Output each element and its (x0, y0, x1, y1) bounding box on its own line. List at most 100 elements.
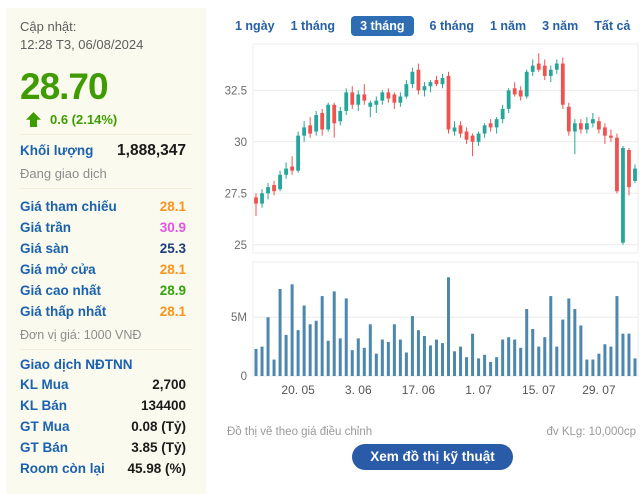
price-axis-tick: 32.5 (225, 85, 247, 97)
volume-bar (519, 347, 523, 376)
candle-body (278, 174, 282, 190)
candle-body (440, 77, 445, 85)
x-axis-label: 29. 07 (582, 383, 616, 397)
candle-body (536, 63, 541, 70)
volume-unit-note: đv KLg: 10,000cp (546, 426, 636, 438)
price-axis-tick: 27.5 (225, 188, 247, 200)
candle-body (434, 80, 439, 85)
updated-label: Cập nhật: (20, 19, 77, 34)
volume-bar (633, 358, 637, 376)
candle-body (488, 123, 493, 128)
candle-body (398, 96, 403, 103)
candle-body (530, 65, 535, 72)
candle-body (446, 75, 451, 130)
candle-body (590, 119, 595, 124)
volume-bar (507, 337, 511, 376)
candle-body (338, 110, 343, 122)
price-row-high: Giá cao nhất 28.9 (20, 283, 186, 298)
candle-body (476, 133, 481, 142)
x-axis-label: 1. 07 (465, 383, 492, 397)
volume-bar (459, 346, 463, 376)
candle-body (362, 94, 367, 101)
volume-axis-tick: 0 (241, 371, 247, 383)
volume-bar (284, 334, 288, 376)
volume-value: 1,888,347 (117, 142, 186, 159)
quote-sidebar: Cập nhật: 12:28 T3, 06/08/2024 28.70 0.6… (6, 8, 206, 494)
volume-bar (332, 291, 336, 376)
x-axis-label: 17. 06 (402, 383, 436, 397)
volume-bar (380, 339, 384, 376)
candle-body (380, 92, 385, 101)
tab-3-thang[interactable]: 3 tháng (351, 15, 414, 36)
candle-body (272, 185, 276, 192)
volume-bar (434, 339, 438, 376)
volume-bar (404, 352, 408, 376)
tab-6-thang[interactable]: 6 tháng (429, 18, 474, 33)
volume-bar (513, 339, 517, 376)
candle-body (392, 94, 397, 103)
tab-1-nam[interactable]: 1 năm (489, 18, 527, 33)
foreign-trading-title: Giao dịch NĐTNN (20, 357, 133, 372)
candle-body (621, 147, 625, 243)
price-axis-tick: 30 (234, 137, 247, 149)
candle-body (452, 127, 457, 132)
candle-body (296, 135, 301, 171)
volume-bar (416, 330, 420, 376)
volume-bar (266, 317, 270, 376)
tab-1-thang[interactable]: 1 tháng (290, 18, 336, 33)
volume-bar (428, 345, 432, 376)
candle-body (500, 108, 505, 120)
volume-bar (308, 324, 312, 376)
candle-body (584, 123, 589, 130)
volume-plot-border (252, 261, 639, 377)
candle-body (470, 135, 475, 142)
candle-body (615, 137, 619, 192)
candle-body (308, 125, 313, 134)
candle-body (374, 100, 379, 105)
candle-body (518, 90, 523, 97)
candle-body (578, 123, 583, 130)
price-row-reference: Giá tham chiếu 28.1 (20, 199, 186, 214)
volume-bar (338, 338, 342, 376)
x-axis-label: 15. 07 (522, 383, 556, 397)
volume-bar (290, 284, 294, 376)
volume-bar (477, 358, 481, 376)
candle-body (320, 112, 325, 130)
tab-3-nam[interactable]: 3 năm (542, 18, 579, 33)
volume-bar (326, 340, 330, 376)
volume-bar (501, 339, 505, 376)
candle-body (260, 193, 264, 204)
candle-body (326, 104, 331, 130)
candle-body (627, 150, 631, 188)
volume-bar (627, 333, 631, 376)
x-axis-label: 20. 05 (281, 383, 315, 397)
divider (20, 134, 192, 135)
candle-body (284, 168, 288, 175)
volume-bar (621, 333, 625, 376)
session-status: Đang giao dịch (20, 166, 107, 181)
tab-tat-ca[interactable]: Tất cả (594, 18, 631, 33)
volume-bar (356, 338, 360, 376)
volume-bar (272, 359, 276, 376)
volume-bar (615, 296, 619, 376)
volume-bar (350, 350, 354, 376)
volume-bar (597, 353, 601, 376)
volume-bar (314, 320, 318, 376)
technical-chart-button[interactable]: Xem đồ thị kỹ thuật (352, 444, 513, 470)
foreign-row-buy-value: GT Mua 0.08 (Tỷ) (20, 419, 186, 434)
candle-body (603, 127, 607, 136)
tab-1-ngay[interactable]: 1 ngày (235, 18, 275, 33)
volume-bar (531, 328, 535, 376)
volume-bar (525, 309, 529, 376)
foreign-row-room-left: Room còn lại 45.98 (%) (20, 461, 186, 476)
candle-body (422, 86, 427, 91)
volume-bar (362, 347, 366, 376)
candle-body (344, 92, 349, 111)
candle-body (506, 90, 511, 109)
candle-body (524, 71, 529, 97)
candle-body (302, 127, 307, 136)
volume-bar (386, 341, 390, 376)
candle-body (566, 106, 571, 132)
price-volume-chart[interactable]: 32.5 30 27.5 25 5M 0 20. 05 3. 06 17. 06 1. 07 15.… (225, 38, 640, 403)
candle-body (428, 82, 433, 87)
